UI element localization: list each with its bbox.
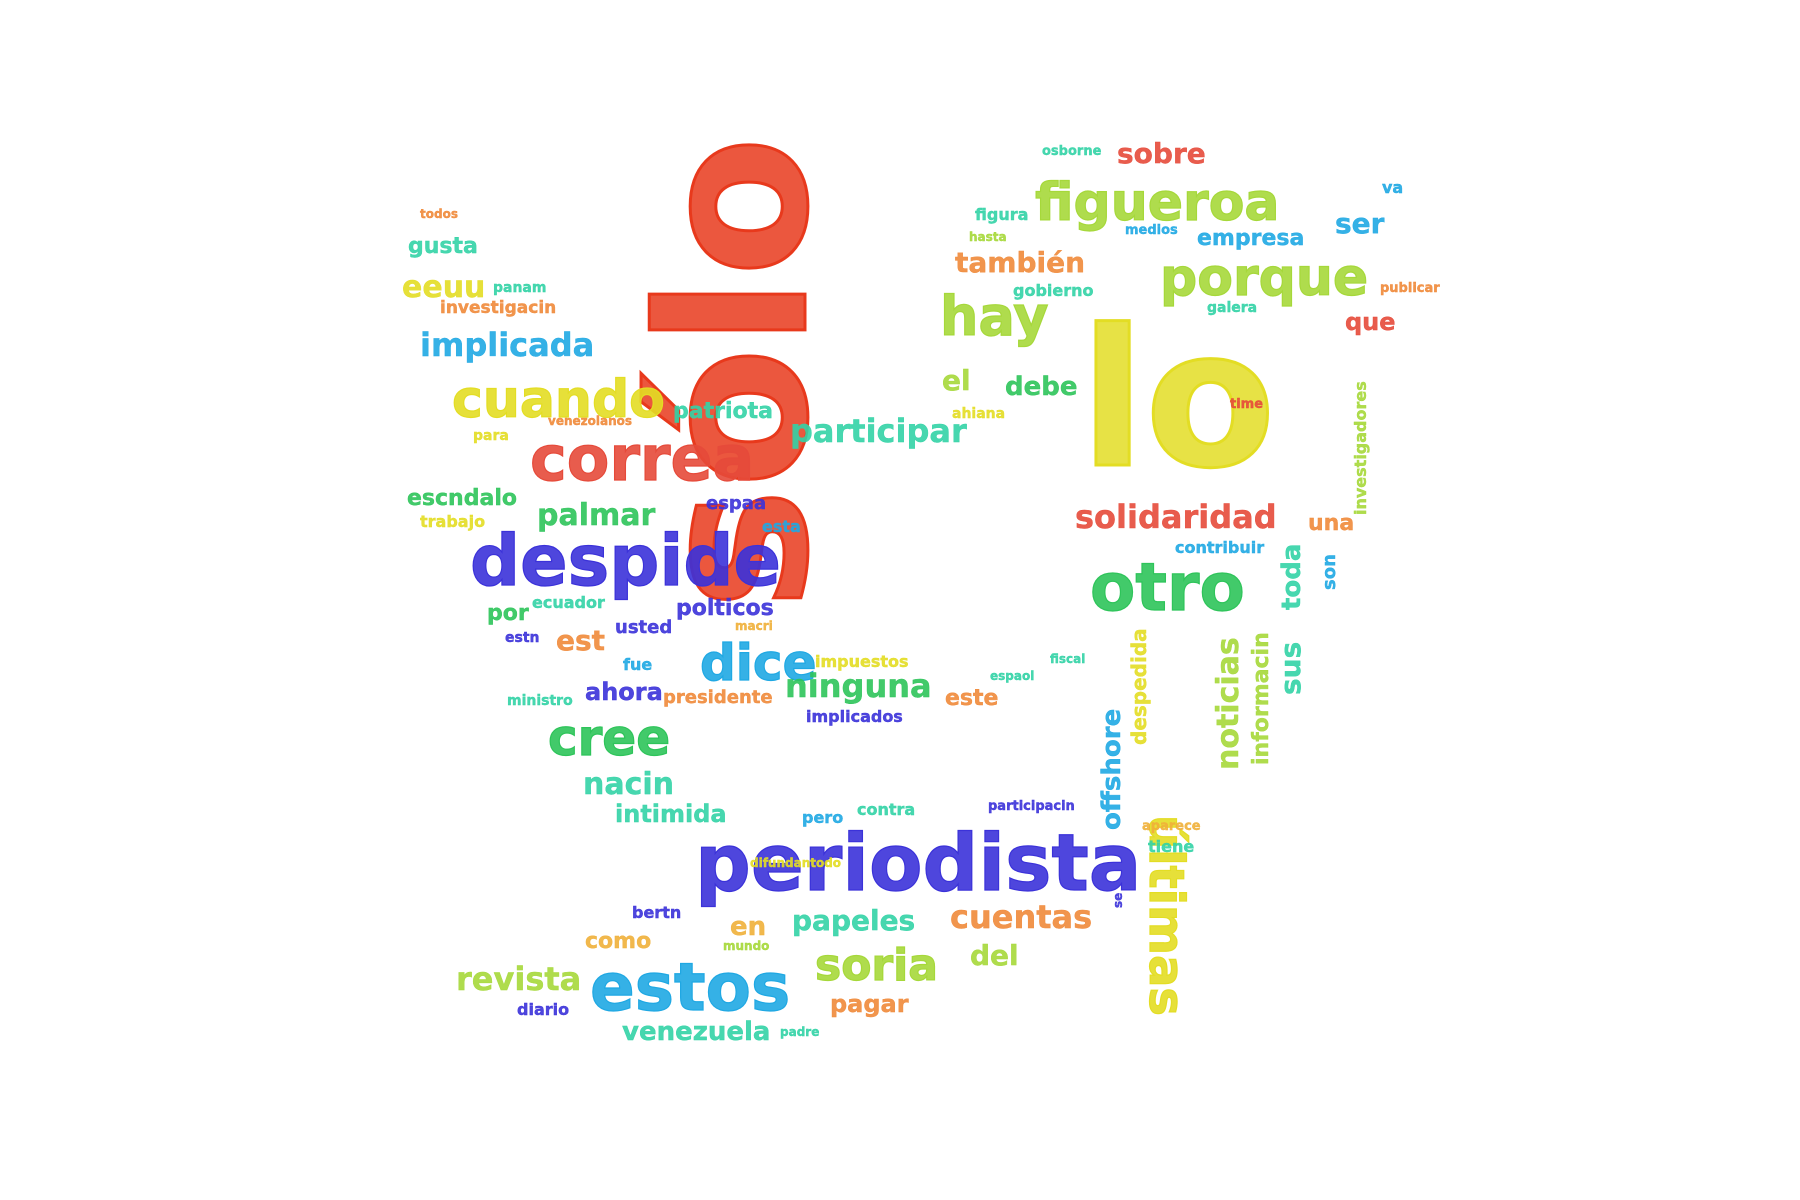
cloud-word: venezolanos <box>548 414 632 428</box>
cloud-word: revista <box>456 960 581 998</box>
cloud-word: estn <box>505 630 540 646</box>
cloud-word: diario <box>517 1000 569 1019</box>
cloud-word: el <box>942 364 971 397</box>
cloud-word: estos <box>590 949 790 1026</box>
cloud-word: presidente <box>663 687 773 708</box>
cloud-word: impuestos <box>815 652 909 671</box>
cloud-word: espaol <box>990 669 1034 683</box>
cloud-word: este <box>945 686 998 711</box>
cloud-word: macri <box>735 619 773 633</box>
cloud-word: como <box>585 929 651 954</box>
cloud-word: papeles <box>792 904 915 937</box>
cloud-word: una <box>1308 511 1354 536</box>
cloud-word: tiene <box>1148 837 1194 856</box>
cloud-word: correa <box>530 422 754 495</box>
cloud-word: para <box>473 428 509 444</box>
cloud-word: soria <box>815 940 938 991</box>
cloud-word: aparece <box>1142 819 1201 834</box>
cloud-word: polticos <box>676 596 774 621</box>
cloud-word: todos <box>420 207 458 221</box>
cloud-word: participacin <box>988 799 1075 814</box>
cloud-word: implicada <box>420 326 594 364</box>
cloud-word: patriota <box>673 399 773 424</box>
cloud-word: offshore <box>1097 709 1127 830</box>
cloud-word: empresa <box>1197 226 1304 251</box>
cloud-word: debe <box>1005 372 1078 402</box>
cloud-word: ser <box>1335 207 1385 240</box>
cloud-word: hay <box>940 285 1048 348</box>
cloud-word: ecuador <box>532 593 605 612</box>
cloud-word: publicar <box>1380 281 1440 296</box>
cloud-word: implicados <box>806 707 903 726</box>
cloud-word: son <box>1319 554 1340 590</box>
cloud-word: ministro <box>507 693 573 709</box>
cloud-word: cuando <box>452 370 665 430</box>
cloud-word: va <box>1382 178 1403 197</box>
cloud-word: escndalo <box>407 486 517 511</box>
cloud-word: sus <box>1274 642 1307 695</box>
cloud-word: despide <box>470 520 781 602</box>
cloud-word: solidaridad <box>1075 498 1277 536</box>
cloud-word: participar <box>790 412 967 450</box>
cloud-word: dice <box>700 634 816 692</box>
cloud-word: mundo <box>723 939 769 953</box>
cloud-word: gobierno <box>1013 281 1094 300</box>
cloud-word: ninguna <box>785 667 932 705</box>
cloud-word: últimas <box>1138 815 1194 1016</box>
cloud-word: usted <box>615 617 672 638</box>
cloud-word: time <box>1230 397 1263 412</box>
cloud-word: del <box>970 939 1019 972</box>
cloud-word: esta <box>762 517 801 536</box>
cloud-word: eeuu <box>402 270 485 305</box>
cloud-word: otro <box>1090 549 1245 626</box>
cloud-word: galera <box>1207 300 1257 316</box>
cloud-word: sobre <box>1117 137 1206 170</box>
cloud-word: en <box>730 912 766 942</box>
cloud-word: pero <box>802 808 843 827</box>
cloud-word: se <box>1111 893 1125 908</box>
cloud-word: que <box>1345 308 1396 336</box>
cloud-word: venezuela <box>622 1017 770 1047</box>
cloud-word: intimida <box>615 800 727 828</box>
cloud-word: porque <box>1160 248 1368 308</box>
cloud-word: pagar <box>830 990 909 1018</box>
cloud-word: nacin <box>583 767 674 802</box>
cloud-word: cuentas <box>950 898 1092 936</box>
cloud-word: medios <box>1125 223 1178 238</box>
cloud-word: despedida <box>1127 628 1151 745</box>
cloud-word: ahiana <box>952 406 1005 422</box>
cloud-word: lo <box>1080 289 1276 510</box>
cloud-word: informacin <box>1249 632 1274 765</box>
cloud-word: palmar <box>537 498 656 533</box>
cloud-word: toda <box>1277 544 1307 610</box>
cloud-word: ahora <box>585 678 663 706</box>
cloud-word: figura <box>975 205 1028 224</box>
cloud-word: figueroa <box>1035 173 1280 233</box>
cloud-word: hasta <box>969 230 1007 244</box>
cloud-word: est <box>556 624 605 657</box>
cloud-word: investigadores <box>1351 381 1370 515</box>
cloud-word: espaa <box>706 493 766 514</box>
cloud-word: contribuir <box>1175 538 1264 557</box>
cloud-word: difundantodo <box>750 856 841 870</box>
cloud-word: cree <box>548 709 670 767</box>
cloud-word: trabajo <box>420 512 485 531</box>
cloud-word: noticias <box>1211 637 1246 770</box>
cloud-word: por <box>487 601 529 626</box>
cloud-word: osborne <box>1042 144 1102 159</box>
cloud-word: también <box>955 246 1085 279</box>
cloud-word: sólo <box>616 136 854 610</box>
cloud-word: panam <box>493 280 546 296</box>
cloud-word: periodista <box>695 819 1141 909</box>
cloud-word: padre <box>780 1025 819 1039</box>
cloud-word: gusta <box>408 234 478 259</box>
cloud-word: contra <box>857 800 915 819</box>
cloud-word: fiscal <box>1050 652 1085 666</box>
cloud-word: bertn <box>632 903 681 922</box>
cloud-word: fue <box>623 655 652 674</box>
cloud-word: investigacin <box>440 298 556 318</box>
